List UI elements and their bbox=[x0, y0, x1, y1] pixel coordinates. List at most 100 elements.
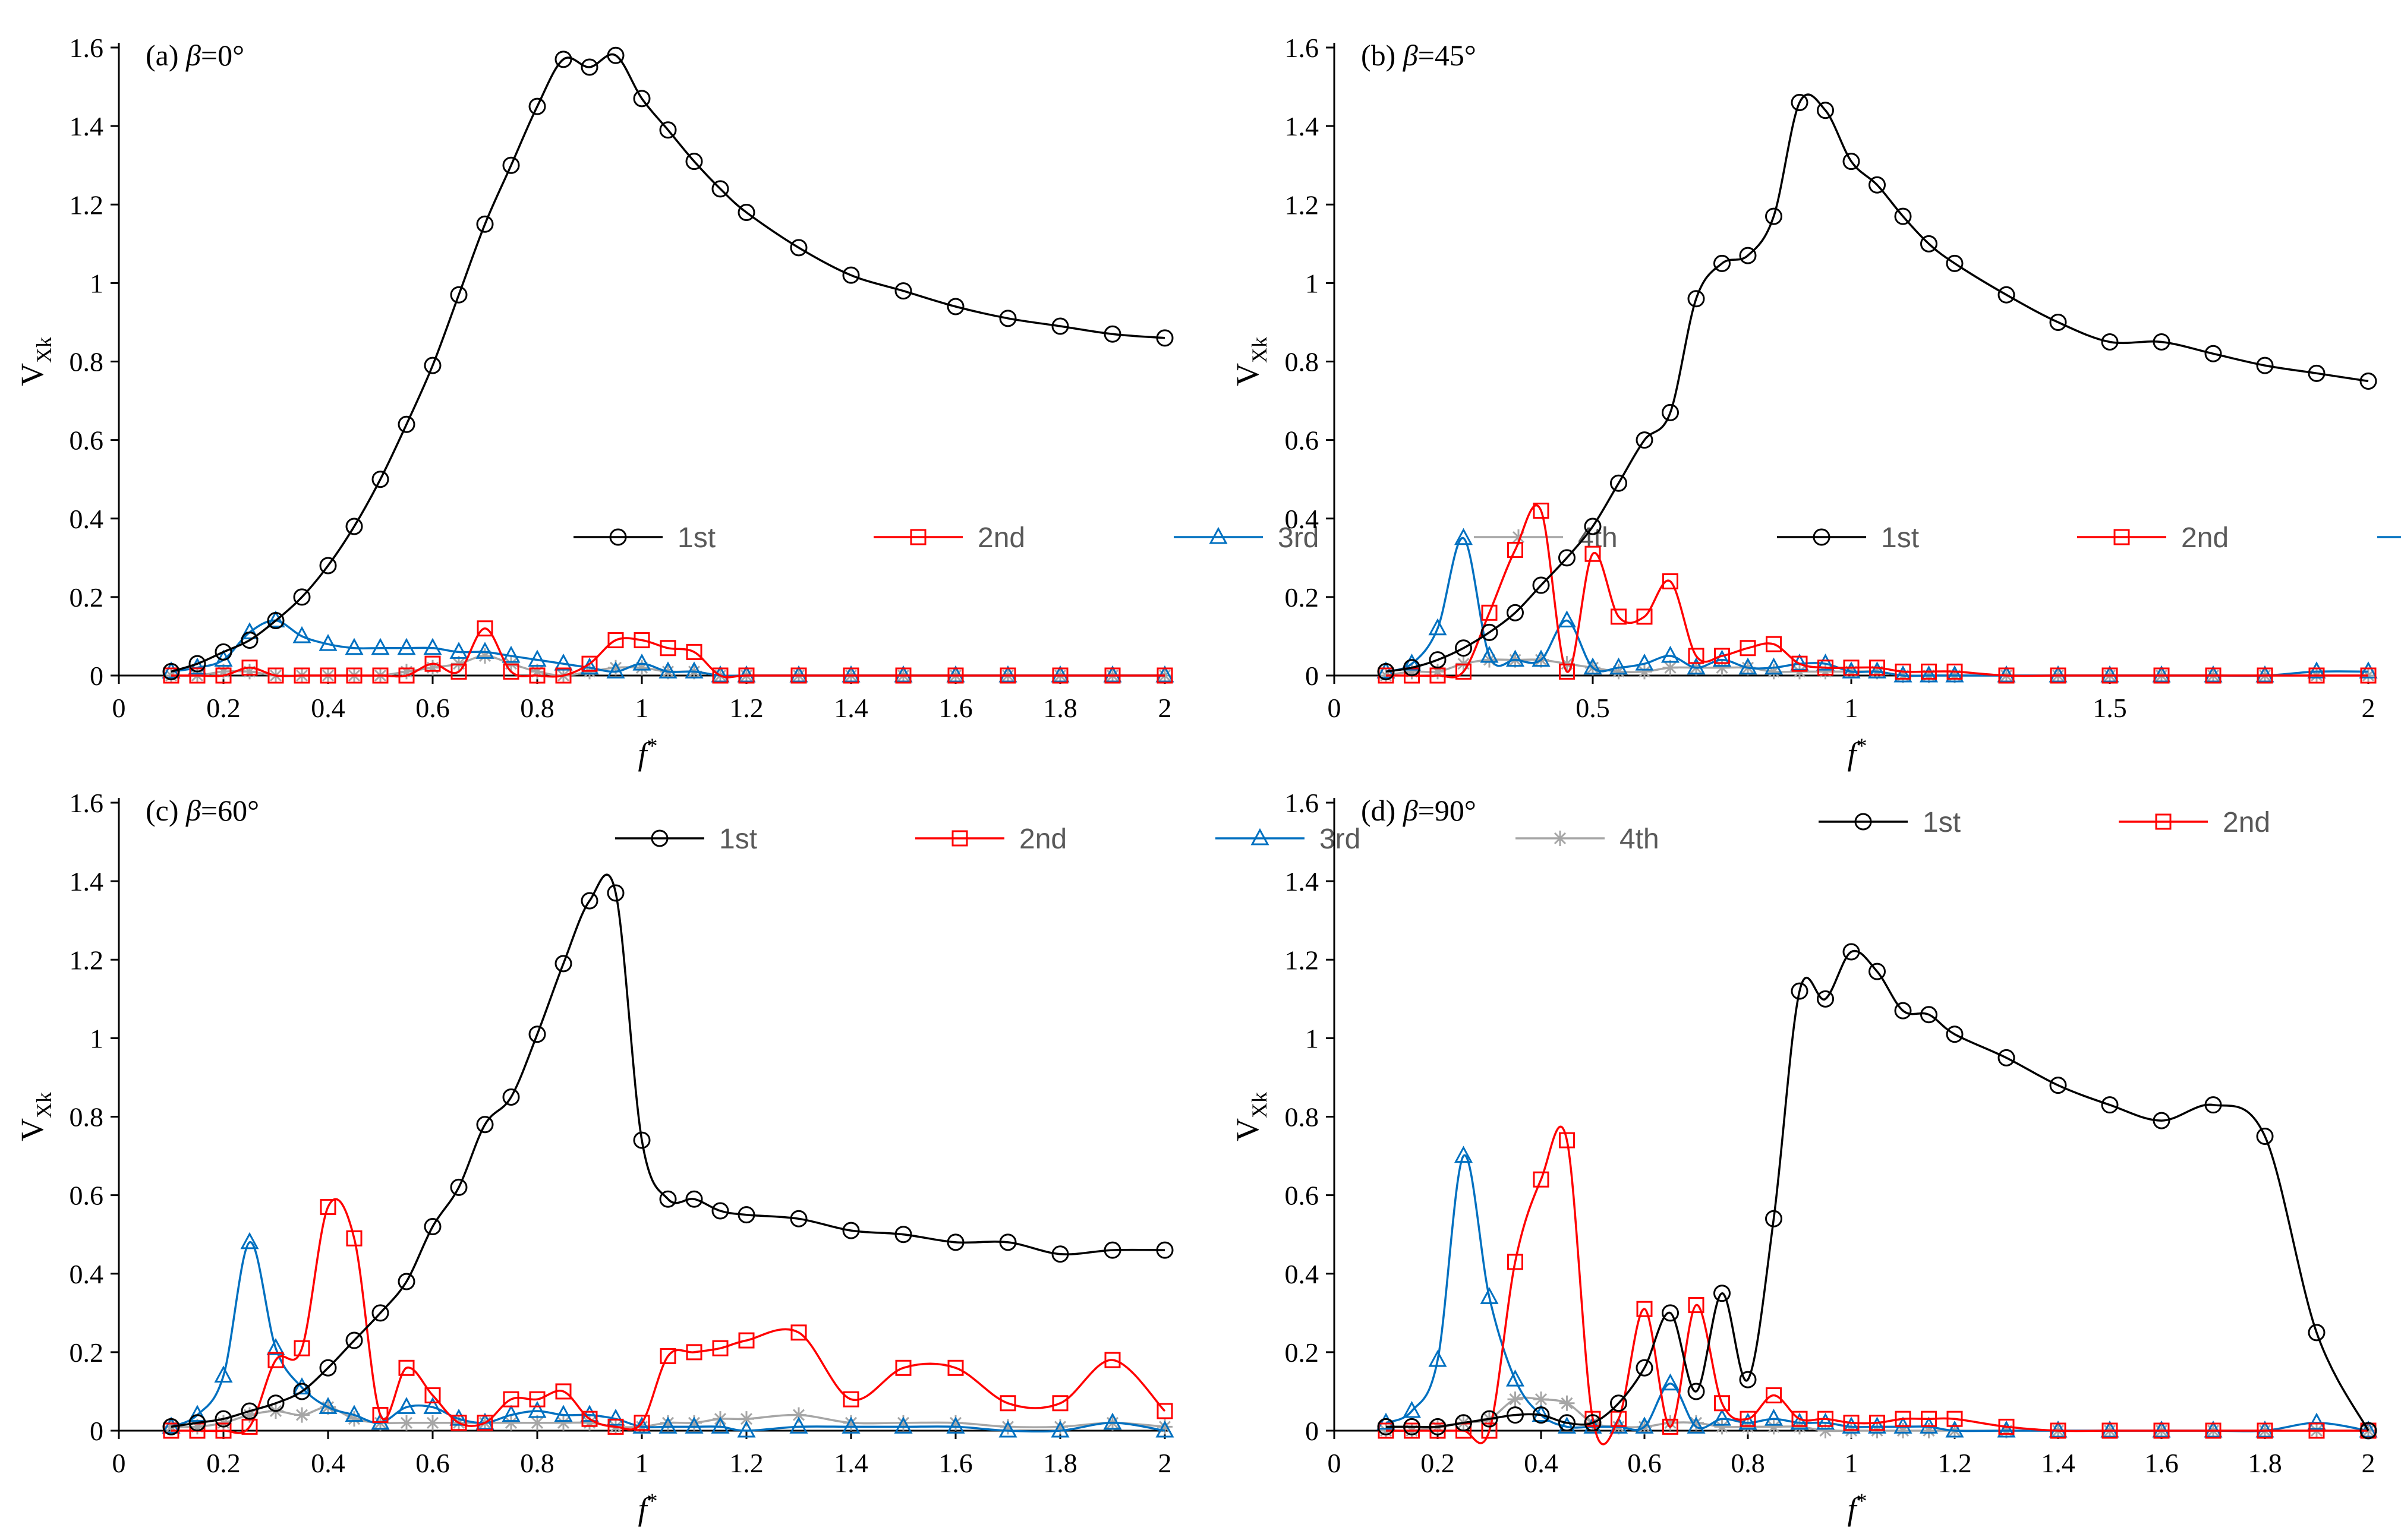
data-point-3rd bbox=[1454, 528, 1473, 545]
data-point-3rd bbox=[2049, 665, 2068, 683]
data-point-2nd bbox=[1998, 1418, 2015, 1435]
data-point-1st bbox=[2049, 1077, 2067, 1094]
data-point-3rd bbox=[240, 1232, 259, 1249]
data-point-1st bbox=[1713, 1285, 1731, 1302]
data-point-4th bbox=[582, 1415, 597, 1431]
data-point-3rd bbox=[1505, 649, 1525, 667]
panel-title: (c) β=60° bbox=[146, 794, 259, 827]
data-point-1st bbox=[790, 239, 808, 257]
data-point-2nd bbox=[1843, 659, 1860, 676]
legend-marker-4th bbox=[1552, 831, 1568, 846]
legend-label-2nd: 2nd bbox=[2223, 807, 2270, 838]
data-point-1st bbox=[842, 1222, 860, 1239]
data-point-1st bbox=[633, 90, 651, 108]
data-point-1st bbox=[398, 415, 415, 433]
data-point-2nd bbox=[1584, 545, 1601, 562]
legend-label-1st: 1st bbox=[1881, 522, 1919, 554]
data-point-3rd bbox=[1609, 657, 1628, 675]
data-point-4th bbox=[843, 1415, 859, 1431]
data-point-2nd bbox=[1533, 1171, 1549, 1188]
series-1st bbox=[1377, 943, 2377, 1440]
data-point-2nd bbox=[2205, 1422, 2222, 1439]
data-point-3rd bbox=[580, 1405, 599, 1422]
x-tick-label: 1 bbox=[635, 1448, 649, 1478]
data-point-3rd bbox=[2359, 1420, 2378, 1438]
data-point-2nd bbox=[503, 1391, 519, 1408]
data-point-1st bbox=[2308, 364, 2326, 382]
data-point-3rd bbox=[371, 638, 390, 655]
data-point-2nd bbox=[1611, 608, 1627, 625]
data-point-1st bbox=[241, 1402, 259, 1420]
data-point-3rd bbox=[188, 657, 207, 675]
data-point-4th bbox=[1533, 1391, 1549, 1408]
x-tick-label: 0.4 bbox=[311, 693, 345, 723]
data-point-1st bbox=[502, 156, 520, 174]
y-tick-label: 0.8 bbox=[1285, 1102, 1319, 1132]
data-point-4th bbox=[425, 1415, 440, 1431]
data-point-2nd bbox=[2050, 667, 2066, 684]
y-tick-label: 0.8 bbox=[1285, 347, 1319, 377]
legend-marker-3rd bbox=[1209, 526, 1228, 544]
data-point-1st bbox=[1104, 325, 1121, 343]
data-point-1st bbox=[2256, 1128, 2274, 1145]
data-point-1st bbox=[894, 282, 912, 300]
data-point-1st bbox=[1946, 1025, 1964, 1043]
data-point-2nd bbox=[581, 1410, 598, 1427]
data-point-1st bbox=[1765, 1210, 1782, 1227]
data-point-2nd bbox=[1946, 663, 1963, 680]
data-point-1st bbox=[2359, 373, 2377, 390]
x-tick-label: 0 bbox=[112, 1448, 126, 1478]
data-point-1st bbox=[215, 1410, 232, 1428]
data-point-1st bbox=[1558, 549, 1576, 567]
data-point-1st bbox=[790, 1210, 808, 1227]
data-point-3rd bbox=[737, 665, 756, 683]
data-point-1st bbox=[2204, 345, 2222, 362]
data-point-2nd bbox=[738, 1332, 755, 1349]
legend-label-1st: 1st bbox=[678, 522, 716, 554]
y-tick-label: 1.6 bbox=[1285, 33, 1319, 63]
x-tick-label: 1.6 bbox=[938, 693, 973, 723]
data-point-2nd bbox=[1714, 648, 1730, 664]
data-point-1st bbox=[1894, 1002, 1912, 1020]
data-point-2nd bbox=[1662, 1418, 1678, 1435]
data-point-2nd bbox=[1766, 636, 1782, 652]
data-point-1st bbox=[1610, 474, 1627, 492]
data-point-4th bbox=[1637, 664, 1652, 680]
data-point-2nd bbox=[294, 1340, 310, 1356]
data-point-4th bbox=[556, 1415, 571, 1431]
data-point-3rd bbox=[1505, 1369, 1525, 1387]
x-tick-label: 1 bbox=[635, 693, 649, 723]
data-point-3rd bbox=[1945, 665, 1964, 683]
series-3rd bbox=[1376, 1145, 2378, 1438]
data-point-1st bbox=[1636, 1359, 1653, 1377]
x-tick-label: 0.6 bbox=[1627, 1448, 1662, 1478]
data-point-4th bbox=[1482, 652, 1497, 668]
y-tick-label: 0.6 bbox=[1285, 425, 1319, 456]
data-point-2nd bbox=[947, 1359, 964, 1376]
data-point-2nd bbox=[2153, 1422, 2170, 1439]
data-point-3rd bbox=[632, 654, 651, 671]
data-point-1st bbox=[2101, 1096, 2119, 1114]
legend-marker-2nd bbox=[910, 529, 927, 545]
data-point-2nd bbox=[215, 667, 232, 684]
data-point-1st bbox=[1507, 604, 1524, 621]
x-tick-label: 1.5 bbox=[2093, 693, 2127, 723]
data-point-1st bbox=[1791, 982, 1808, 1000]
data-point-1st bbox=[1869, 176, 1886, 194]
data-point-2nd bbox=[1791, 655, 1808, 672]
data-point-2nd bbox=[1000, 1395, 1016, 1412]
data-point-3rd bbox=[502, 1405, 521, 1422]
data-point-3rd bbox=[711, 1416, 730, 1434]
data-point-2nd bbox=[1559, 663, 1575, 680]
data-point-2nd bbox=[1688, 648, 1704, 664]
data-point-4th bbox=[1714, 659, 1730, 676]
data-point-2nd bbox=[947, 667, 964, 684]
y-tick-label: 1 bbox=[1305, 1023, 1319, 1053]
data-point-1st bbox=[607, 46, 625, 64]
data-point-3rd bbox=[1764, 1409, 1784, 1426]
x-tick-label: 1.4 bbox=[2041, 1448, 2075, 1478]
data-point-2nd bbox=[1104, 667, 1121, 684]
data-point-4th bbox=[294, 1407, 310, 1423]
data-point-3rd bbox=[2204, 1420, 2223, 1438]
chart-panel-d: 0 0.2 0.4 0.6 0.8 1 1.2 1.4 1.6 0 0.2 0.4 0.6 0.8 1 1.2… bbox=[1230, 788, 2378, 1527]
